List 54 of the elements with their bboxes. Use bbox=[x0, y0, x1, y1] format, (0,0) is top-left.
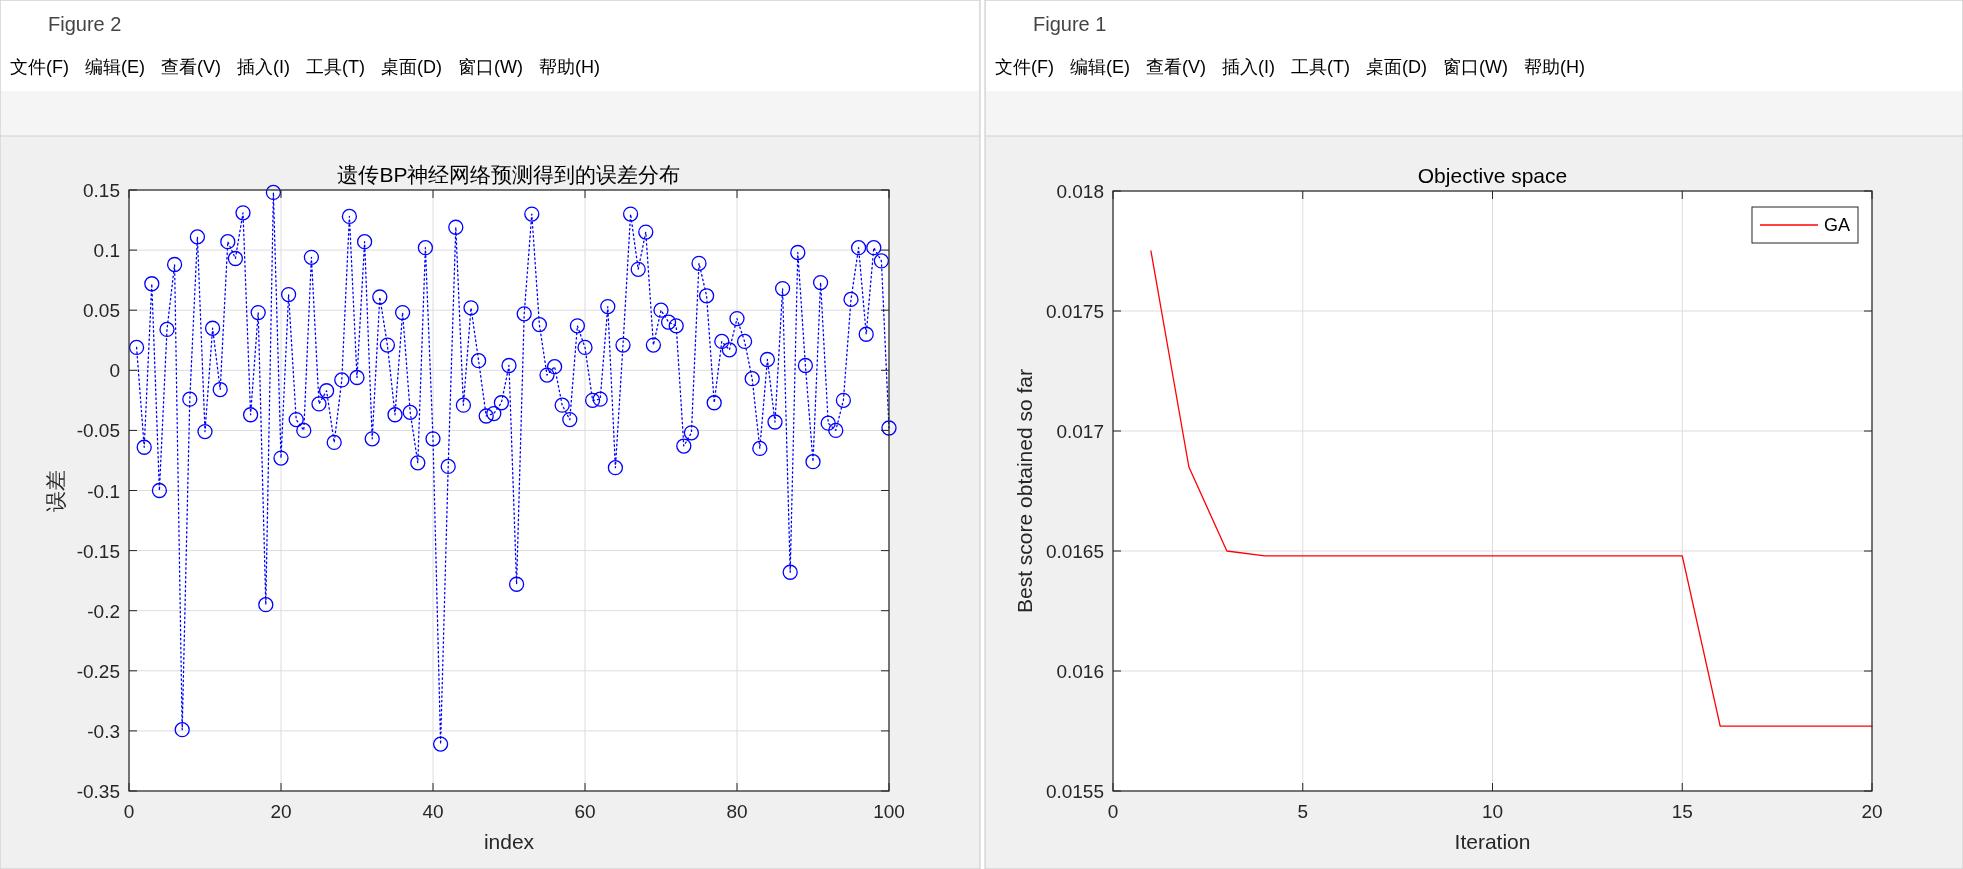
y-tick-label: -0.3 bbox=[87, 720, 120, 742]
x-tick-label: 20 bbox=[270, 801, 292, 822]
text: 插入(I) bbox=[236, 57, 290, 77]
chart-title: Objective space bbox=[1417, 164, 1568, 187]
chart-title: 遗传BP神经网络预测得到的误差分布 bbox=[337, 163, 681, 186]
y-tick-label: -0.1 bbox=[87, 480, 120, 502]
y-tick-label: 0.1 bbox=[93, 240, 120, 262]
y-axis-title: 误差 bbox=[43, 469, 67, 512]
text: 插入(I) bbox=[1221, 57, 1275, 77]
text: 帮助(H) bbox=[1523, 57, 1585, 77]
text: 编辑(E) bbox=[84, 57, 145, 77]
x-tick-label: 20 bbox=[1861, 801, 1883, 822]
y-axis-title: Best score obtained so far bbox=[1012, 369, 1036, 613]
x-tick-label: 60 bbox=[574, 801, 596, 822]
x-axis-title: index bbox=[483, 830, 535, 853]
text: 窗口(W) bbox=[1442, 57, 1508, 77]
caption: Figure 1 bbox=[1033, 13, 1107, 35]
line-series bbox=[1150, 250, 1873, 727]
y-tick-label: 0 bbox=[109, 360, 120, 382]
y-tick-label: 0.0175 bbox=[1045, 301, 1104, 322]
x-tick-label: 0 bbox=[1107, 801, 1119, 822]
x-tick-label: 15 bbox=[1671, 801, 1693, 822]
text: 工具(T) bbox=[1290, 57, 1350, 77]
text: 桌面(D) bbox=[380, 57, 442, 77]
y-tick-label: 0.0165 bbox=[1045, 541, 1104, 562]
y-tick-label: 0.15 bbox=[83, 180, 120, 201]
y-tick-label: -0.25 bbox=[76, 660, 120, 682]
text: 桌面(D) bbox=[1365, 57, 1427, 77]
y-tick-label: -0.35 bbox=[76, 781, 120, 802]
x-tick-label: 80 bbox=[726, 801, 748, 822]
x-tick-label: 5 bbox=[1297, 801, 1309, 822]
y-tick-label: -0.15 bbox=[76, 540, 120, 562]
x-axis-title: Iteration bbox=[1454, 830, 1531, 853]
text: 窗口(W) bbox=[457, 57, 523, 77]
y-tick-label: -0.05 bbox=[76, 420, 120, 442]
x-tick-label: 100 bbox=[873, 801, 905, 822]
text: 工具(T) bbox=[305, 57, 365, 77]
text: 编辑(E) bbox=[1069, 57, 1130, 77]
x-tick-label: 10 bbox=[1481, 801, 1504, 822]
y-tick-label: 0.016 bbox=[1056, 661, 1104, 682]
text: 帮助(H) bbox=[538, 57, 600, 77]
y-tick-label: -0.2 bbox=[87, 600, 120, 622]
y-tick-label: 0.05 bbox=[83, 300, 120, 322]
y-tick-label: 0.017 bbox=[1056, 421, 1104, 442]
caption: Figure 2 bbox=[48, 13, 122, 35]
x-tick-label: 40 bbox=[422, 801, 444, 822]
text: 文件(F) bbox=[995, 57, 1054, 77]
y-tick-label: 0.0155 bbox=[1045, 781, 1104, 802]
y-tick-label: 0.018 bbox=[1056, 181, 1104, 202]
text: 查看(V) bbox=[160, 57, 221, 77]
x-tick-label: 0 bbox=[123, 801, 135, 822]
legend-label: GA bbox=[1823, 215, 1850, 235]
text: 文件(F) bbox=[10, 57, 69, 77]
text: 查看(V) bbox=[1145, 57, 1206, 77]
